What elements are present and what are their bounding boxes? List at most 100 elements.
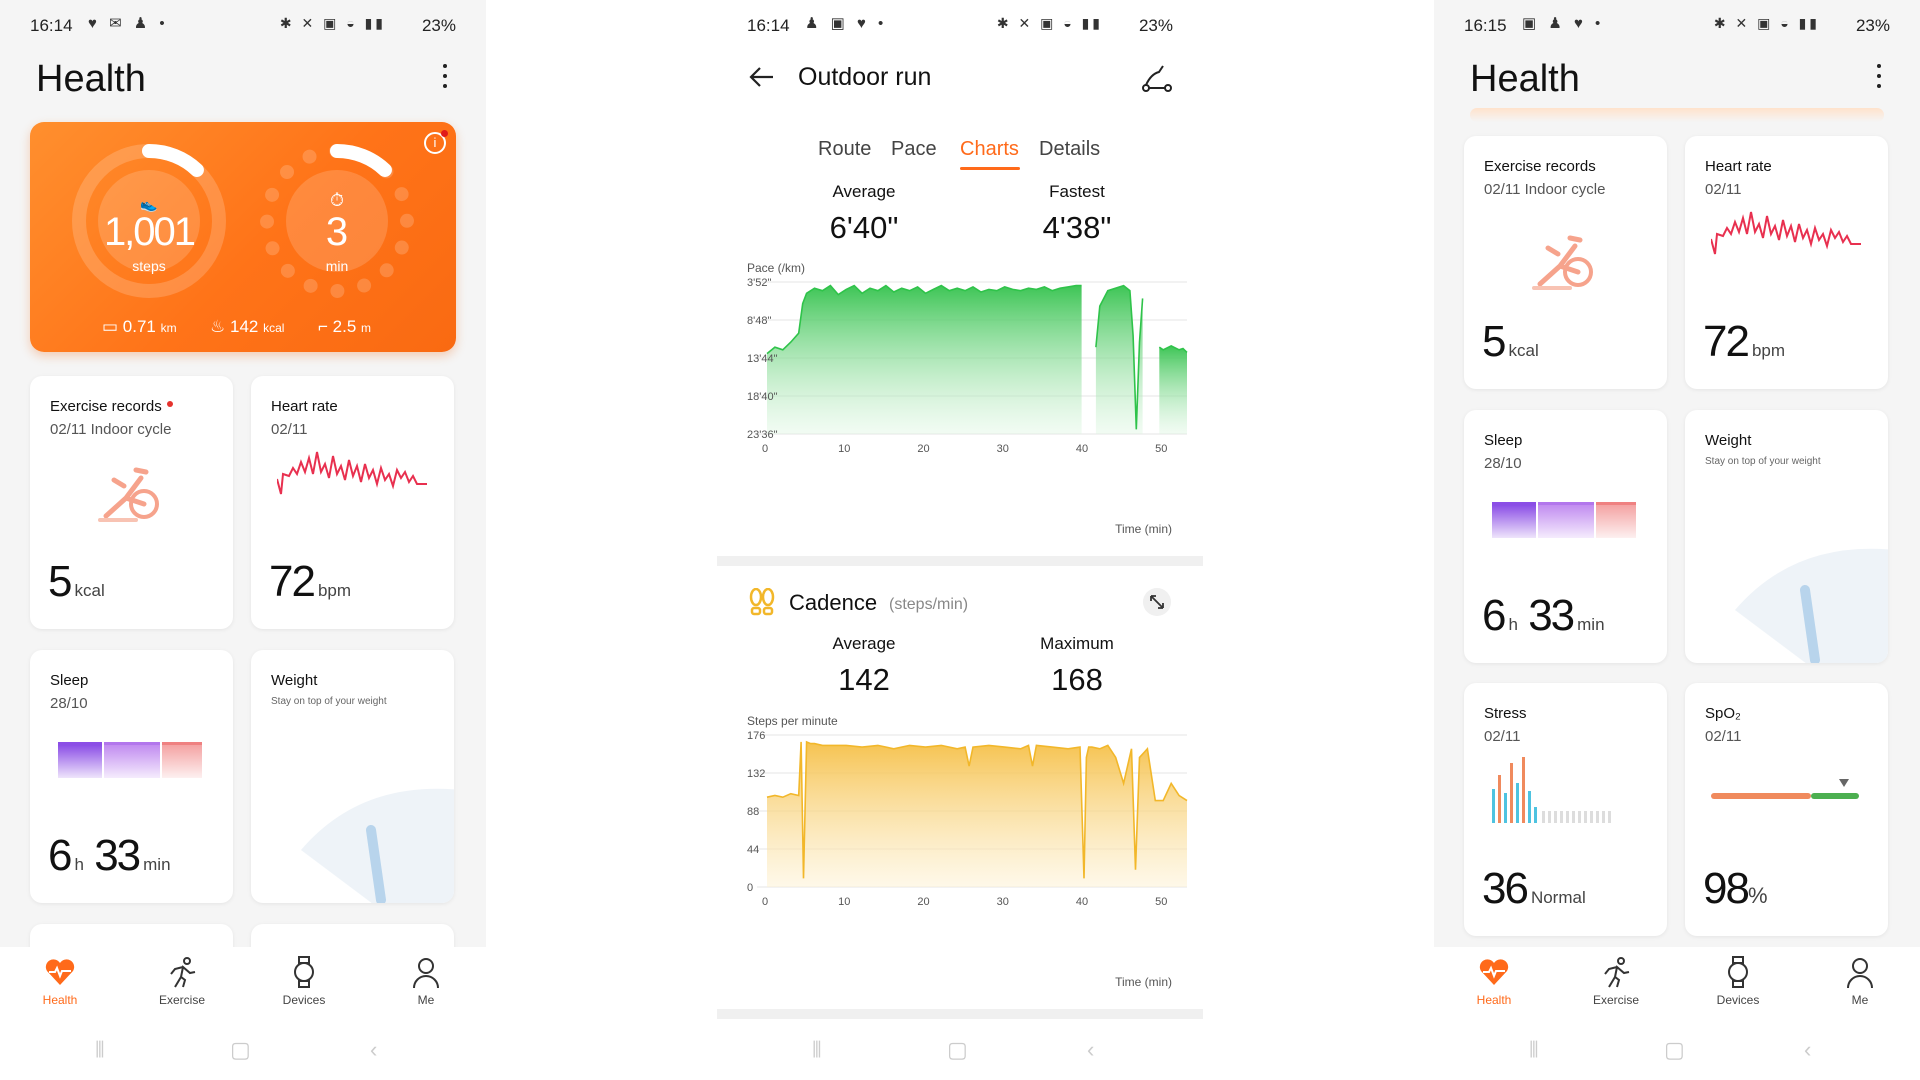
series-line (1158, 345, 1188, 353)
calories-unit: kcal (1508, 341, 1539, 360)
recents-button[interactable]: ⦀ (812, 1037, 822, 1062)
heart-rate-unit: bpm (1751, 341, 1786, 360)
nav-health[interactable]: Health (15, 955, 105, 1007)
heart-rate-card[interactable]: Heart rate 02/11 72 bpm (251, 376, 454, 629)
heart-rate-value: 72 (1703, 317, 1750, 366)
card-title: Exercise records (1484, 158, 1596, 175)
card-subtitle: Stay on top of your weight (271, 696, 387, 707)
back-button[interactable]: ‹ (1804, 1037, 1812, 1062)
info-icon[interactable]: i (424, 132, 446, 154)
y-tick-label: 3'52" (747, 277, 771, 289)
flame-icon: ♨ (210, 317, 226, 336)
weight-card[interactable]: Weight Stay on top of your weight (1685, 410, 1888, 663)
steps-progress-arc (72, 144, 226, 298)
route-share-icon[interactable] (1141, 62, 1173, 94)
card-title: Sleep (50, 672, 89, 689)
heart-rate-card[interactable]: Heart rate 02/11 72 bpm (1685, 136, 1888, 389)
back-arrow-icon[interactable] (747, 62, 777, 92)
stat-label: Average (832, 182, 896, 201)
minutes-unit: min (143, 855, 171, 874)
nav-label: Me (1851, 993, 1869, 1007)
system-icons: ✱ ✕ ▣ ◒ ▮▮ (279, 15, 386, 31)
home-button[interactable]: ▢ (1664, 1037, 1685, 1062)
stationary-bike-icon (98, 467, 159, 522)
nav-devices[interactable]: Devices (259, 955, 349, 1007)
shoe-icon: 👟 (140, 196, 158, 212)
stationary-bike-icon (1532, 235, 1593, 290)
more-options-icon[interactable] (1874, 60, 1884, 92)
pace-average: Average 6'40" (769, 182, 959, 246)
recents-button[interactable]: ⦀ (1529, 1037, 1539, 1062)
watch-icon (1728, 956, 1748, 988)
x-tick-label: 0 (762, 896, 768, 908)
y-tick-label: 8'48" (747, 315, 771, 327)
stat-label: Fastest (1049, 182, 1105, 201)
more-options-icon[interactable] (440, 60, 450, 92)
exercise-records-card[interactable]: Exercise records 02/11 Indoor cycle 5 kca… (30, 376, 233, 629)
system-icons: ✱ ✕ ▣ ◒ ▮▮ (1713, 15, 1820, 31)
notification-icons: ♟ ▣ ♥ • (805, 15, 888, 32)
calories-stat: ♨ 142 kcal (210, 317, 284, 337)
pace-fastest: Fastest 4'38" (982, 182, 1172, 246)
sleep-hours: 6 (1482, 591, 1507, 640)
y-tick-label: 0 (747, 882, 753, 894)
weight-card[interactable]: Weight Stay on top of your weight (251, 650, 454, 903)
home-button[interactable]: ▢ (947, 1037, 968, 1062)
section-divider (717, 1009, 1203, 1019)
card-subtitle: 02/11 (1705, 181, 1742, 198)
x-tick-label: 0 (762, 443, 768, 455)
x-tick-label: 40 (1076, 443, 1088, 455)
recents-button[interactable]: ⦀ (95, 1037, 105, 1062)
status-bar: 16:14 ♥ ✉ ♟ • ✱ ✕ ▣ ◒ ▮▮ 23% (0, 0, 486, 48)
nav-me[interactable]: Me (1815, 955, 1905, 1007)
nav-exercise[interactable]: Exercise (137, 955, 227, 1007)
active-minutes-ring: ⏱ 3 min (260, 144, 414, 298)
climb-unit: m (361, 321, 372, 335)
stat-value: 4'38" (1042, 210, 1112, 245)
nav-exercise[interactable]: Exercise (1571, 955, 1661, 1007)
stress-bars (1492, 757, 1611, 823)
series-line (1095, 284, 1144, 430)
tab-details[interactable]: Details (1039, 138, 1101, 160)
back-button[interactable]: ‹ (370, 1037, 378, 1062)
battery-percent: 23% (1855, 16, 1890, 35)
exercise-records-card[interactable]: Exercise records 02/11 Indoor cycle 5 kca… (1464, 136, 1667, 389)
tab-pace[interactable]: Pace (891, 138, 937, 160)
card-subtitle: 28/10 (1484, 455, 1522, 472)
nav-label: Exercise (158, 993, 205, 1007)
home-button[interactable]: ▢ (230, 1037, 251, 1062)
spo2-card[interactable]: SpO₂ 02/11 98% (1685, 683, 1888, 936)
series-line (766, 284, 1082, 355)
sleep-minutes: 33 (1528, 591, 1575, 640)
climb-value: 2.5 (332, 317, 357, 336)
calories-unit: kcal (263, 321, 285, 335)
watch-icon (294, 956, 314, 988)
new-record-dot (166, 401, 173, 407)
heart-pulse-icon (1479, 959, 1509, 985)
active-tab-indicator (960, 167, 1020, 170)
stress-card[interactable]: Stress 02/11 36 Normal (1464, 683, 1667, 936)
minutes-unit: min (1577, 615, 1605, 634)
x-tick-label: 50 (1155, 896, 1167, 908)
nav-label: Devices (1716, 993, 1760, 1007)
cadence-y-axis-label: Steps per minute (747, 714, 838, 728)
stopwatch-icon: ⏱ (329, 190, 345, 210)
heart-rate-sparkline (1711, 211, 1861, 255)
activity-summary-card[interactable]: i 👟 1,001 steps ⏱ 3 min ▭ 0.71 km ♨ (30, 122, 456, 352)
nav-devices[interactable]: Devices (1693, 955, 1783, 1007)
spo2-range-bar (1711, 779, 1859, 799)
nav-health[interactable]: Health (1449, 955, 1539, 1007)
expand-icon[interactable] (1143, 588, 1171, 616)
nav-me[interactable]: Me (381, 955, 471, 1007)
tab-route[interactable]: Route (818, 138, 872, 160)
tab-charts[interactable]: Charts (960, 138, 1019, 160)
x-tick-label: 40 (1076, 896, 1088, 908)
system-navigation-bar: ⦀ ▢ ‹ (717, 1019, 1203, 1080)
back-button[interactable]: ‹ (1087, 1037, 1095, 1062)
sleep-stages-bar (58, 742, 202, 778)
card-title: Weight (1705, 432, 1752, 449)
y-tick-label: 176 (747, 730, 765, 742)
cadence-unit: (steps/min) (889, 596, 969, 613)
